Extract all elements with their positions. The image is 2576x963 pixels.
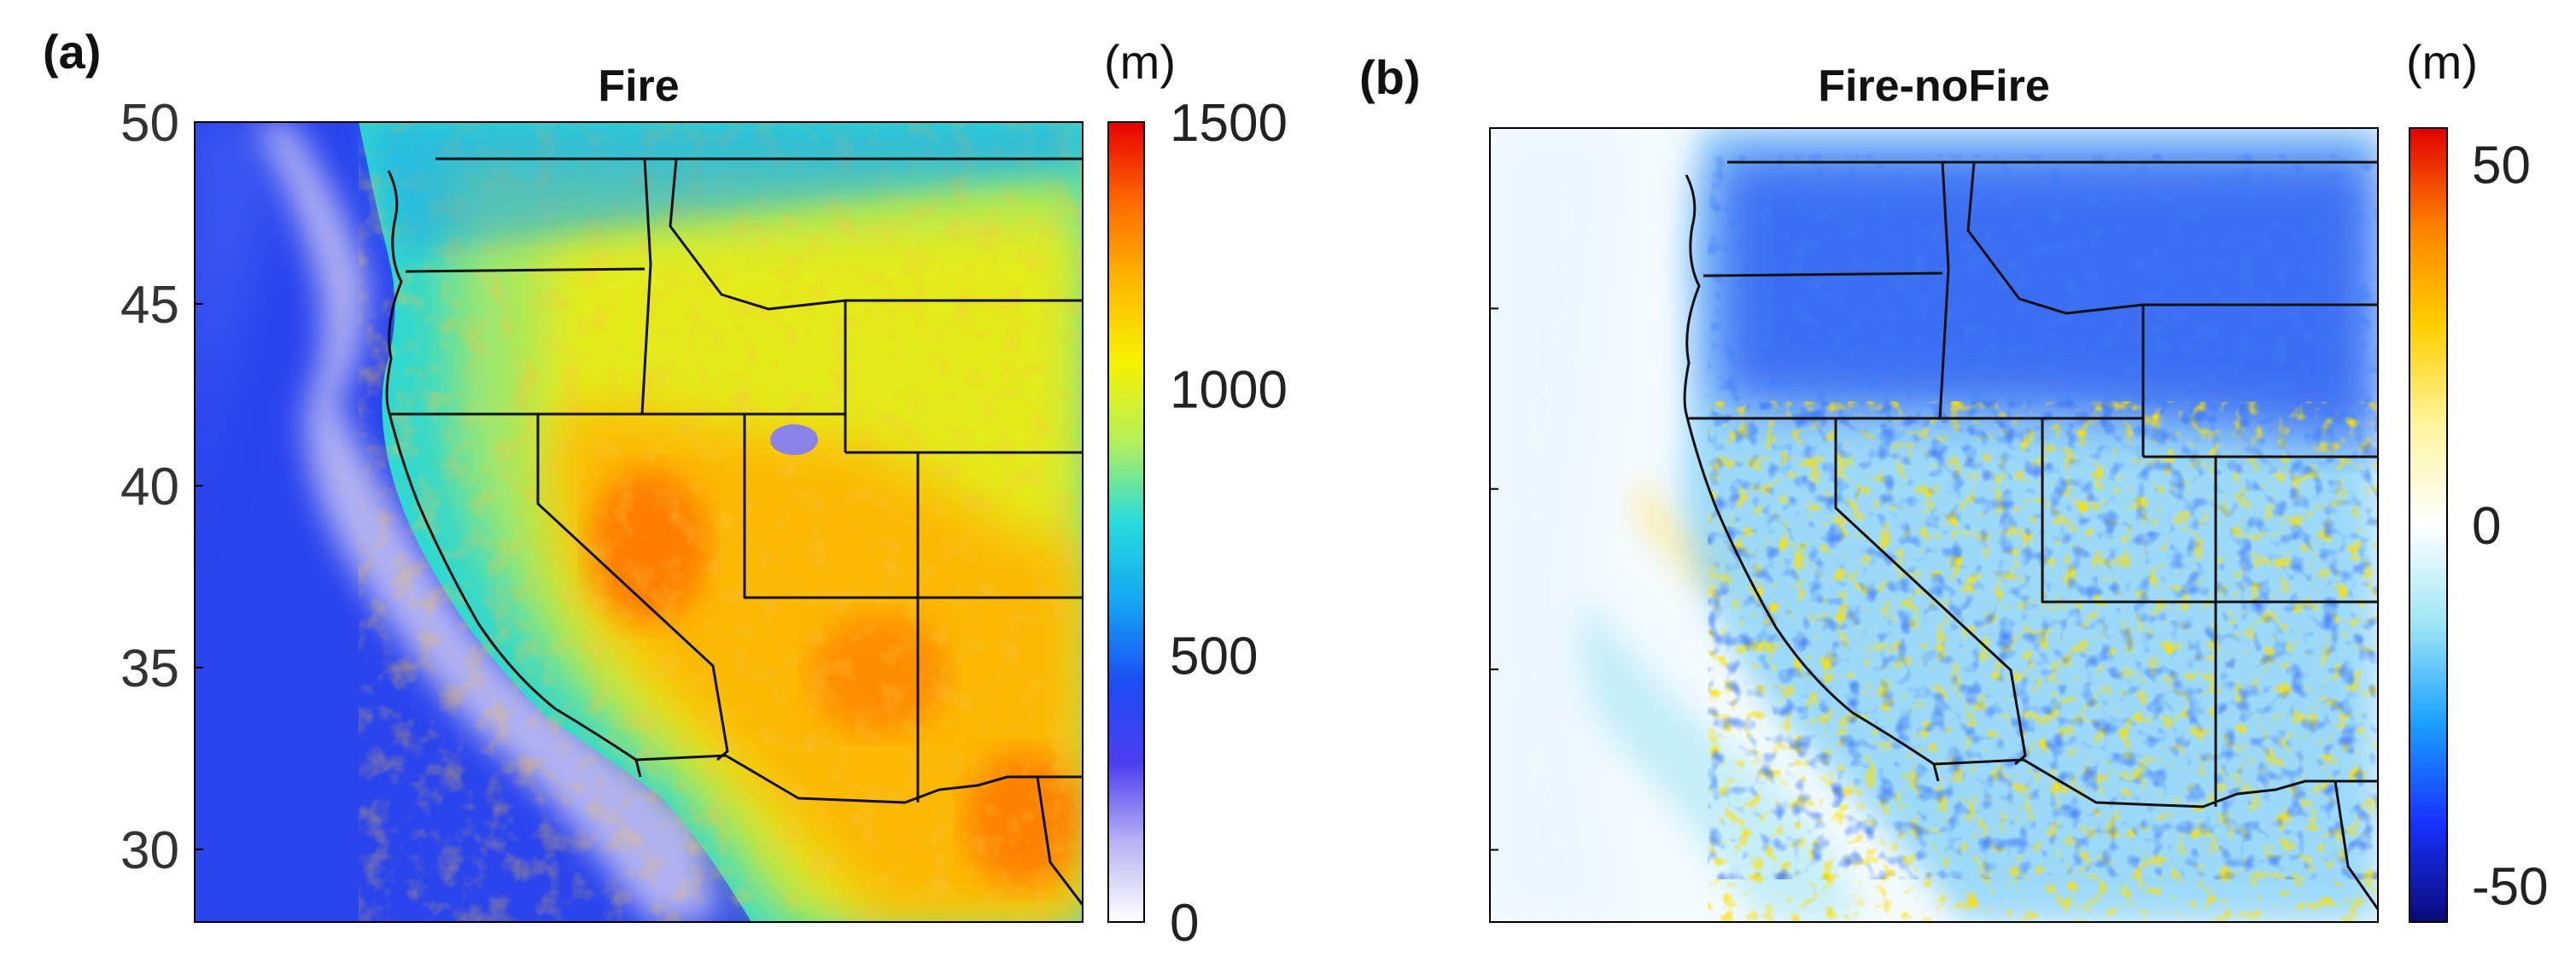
colorbar-a	[1107, 121, 1145, 923]
north-band-a	[367, 122, 1083, 256]
lake-a	[770, 424, 818, 455]
colorbar-b	[2409, 127, 2448, 923]
colorbar-tick-label: 0	[2472, 497, 2501, 556]
y-axis-a: 50 45 40 35 30	[120, 94, 203, 880]
ocean-shade-a	[195, 122, 282, 598]
panel-title-b: Fire-noFire	[1818, 61, 2050, 111]
colorbar-ticks-b: 50 0 -50	[2472, 136, 2549, 916]
heatmap-a	[195, 122, 1083, 922]
colorbar-tick-label: 1000	[1170, 360, 1288, 419]
units-label-b: (m)	[2406, 35, 2478, 89]
axes-frame-a	[194, 121, 1084, 923]
texture-north-b	[1708, 154, 2378, 427]
axes-frame-b	[1489, 127, 2379, 923]
state-borders-b	[1683, 160, 2378, 910]
y-tick-label: 35	[120, 639, 179, 698]
colorbar-tick-label: -50	[2472, 858, 2549, 917]
y-tick-label: 30	[120, 821, 179, 880]
panel-label-a: (a)	[43, 25, 101, 79]
colorbar-tick-label: 0	[1170, 894, 1199, 953]
colorbar-tick-label: 500	[1170, 627, 1258, 686]
y-axis-b	[1490, 127, 1498, 851]
units-label-a: (m)	[1104, 35, 1176, 89]
texture-a	[359, 122, 1083, 922]
panel-label-b: (b)	[1359, 50, 1421, 104]
colorbar-tick-label: 50	[2472, 136, 2531, 195]
y-tick-label: 45	[120, 276, 179, 335]
ocean-pale-b	[1490, 128, 1622, 922]
panel-title-a: Fire	[598, 61, 679, 111]
colorbar-ticks-a: 1500 1000 500 0	[1170, 94, 1288, 953]
panel-a: (a) Fire	[43, 25, 1288, 953]
panel-b: (b) Fire-noFire	[1359, 35, 2549, 923]
y-tick-label: 40	[120, 458, 179, 517]
state-borders-a	[385, 157, 1083, 906]
y-tick-label: 50	[120, 94, 179, 153]
colorbar-tick-label: 1500	[1170, 94, 1288, 153]
heatmap-b	[1490, 128, 2378, 922]
